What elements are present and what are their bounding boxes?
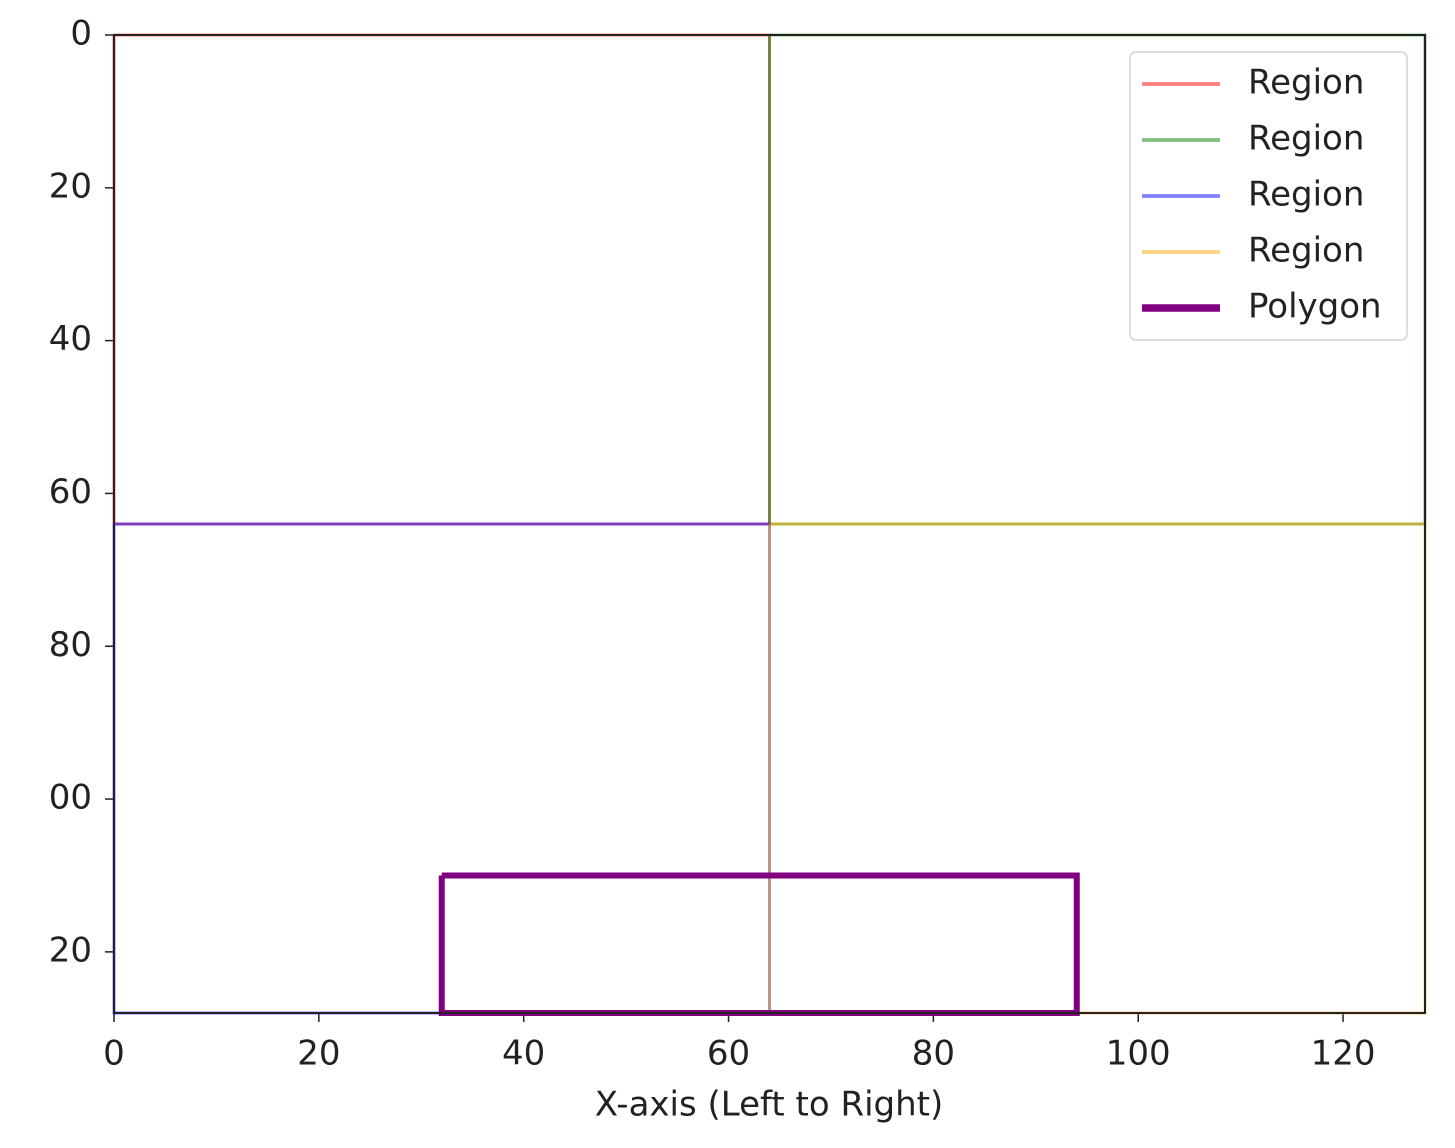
legend-box <box>1129 51 1408 341</box>
x-tick-label: 40 <box>502 1034 545 1074</box>
y-tick-label: 40 <box>49 319 92 359</box>
y-tick-label: 80 <box>49 625 92 665</box>
series-line <box>112 33 771 526</box>
legend-label: Region <box>1248 119 1364 159</box>
y-tick-label: 00 <box>49 778 92 818</box>
legend-label: Polygon <box>1248 287 1382 327</box>
y-tick-label: 20 <box>49 166 92 206</box>
legend-label: Region <box>1248 175 1364 215</box>
plot-frame <box>113 34 1426 1014</box>
x-tick-label: 60 <box>707 1034 750 1074</box>
x-axis-label: X-axis (Left to Right) <box>595 1085 944 1125</box>
x-tick-label: 100 <box>1106 1034 1171 1074</box>
x-tick-label: 20 <box>297 1034 340 1074</box>
y-tick-label: 60 <box>49 472 92 512</box>
legend-label: Region <box>1248 231 1364 271</box>
legend-label: Region <box>1248 63 1364 103</box>
y-tick-label: 20 <box>49 930 92 970</box>
series-line <box>438 872 1080 1016</box>
x-tick-label: 80 <box>912 1034 955 1074</box>
x-tick-label: 0 <box>103 1034 125 1074</box>
legend: Region Region Region Region Polygon <box>1129 51 1408 341</box>
series-line <box>768 522 1427 1015</box>
x-tick-label: 120 <box>1311 1034 1376 1074</box>
y-tick-label: 0 <box>70 14 92 54</box>
